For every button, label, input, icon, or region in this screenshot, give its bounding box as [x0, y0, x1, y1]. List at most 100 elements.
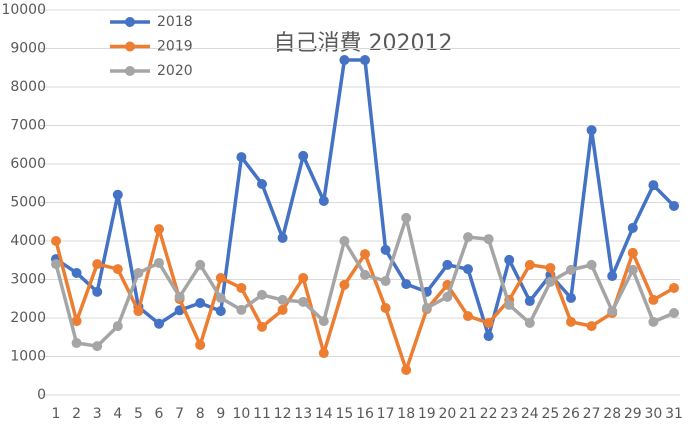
point-marker	[360, 269, 370, 280]
x-tick-label: 21	[459, 406, 477, 422]
legend-label: 2018	[157, 14, 193, 30]
point-marker	[401, 279, 412, 290]
y-tick-label: 6000	[10, 156, 46, 172]
point-marker	[318, 195, 329, 206]
point-marker	[92, 341, 103, 352]
x-tick-label: 23	[500, 406, 518, 422]
point-marker	[154, 257, 164, 268]
legend-marker	[125, 17, 135, 27]
point-marker	[669, 200, 679, 211]
point-marker	[442, 259, 453, 270]
chart-title: 自己消費 202012	[274, 31, 453, 56]
point-marker	[648, 294, 659, 305]
point-marker	[442, 291, 453, 302]
point-marker	[318, 348, 329, 359]
point-marker	[360, 249, 370, 260]
x-tick-label: 22	[480, 406, 498, 422]
point-marker	[154, 224, 164, 235]
x-tick-label: 28	[603, 406, 621, 422]
point-marker	[215, 306, 226, 317]
point-marker	[669, 307, 679, 318]
point-marker	[51, 236, 61, 246]
legend-marker	[125, 66, 135, 76]
point-marker	[524, 259, 535, 270]
x-tick-label: 25	[541, 406, 559, 422]
y-tick-label: 10000	[1, 2, 46, 18]
point-marker	[586, 321, 597, 332]
point-marker	[545, 262, 556, 273]
x-tick-label: 16	[356, 406, 374, 422]
point-marker	[566, 264, 576, 275]
point-marker	[483, 234, 494, 245]
point-marker	[607, 271, 618, 282]
point-marker	[380, 302, 391, 313]
point-marker	[71, 338, 82, 349]
point-marker	[648, 316, 659, 327]
y-tick-label: 5000	[10, 195, 46, 211]
point-marker	[174, 291, 185, 302]
legend-label: 2020	[157, 63, 193, 79]
x-tick-label: 27	[583, 406, 601, 422]
point-marker	[236, 152, 247, 163]
x-tick-label: 17	[377, 406, 395, 422]
x-tick-label: 18	[397, 406, 415, 422]
point-marker	[607, 306, 618, 317]
point-marker	[421, 302, 432, 313]
x-tick-label: 1	[52, 406, 61, 422]
point-marker	[298, 272, 309, 283]
point-marker	[648, 180, 659, 191]
x-tick-label: 30	[644, 406, 662, 422]
point-marker	[112, 321, 123, 332]
point-marker	[360, 55, 370, 66]
point-marker	[277, 294, 288, 305]
point-marker	[586, 125, 597, 136]
point-marker	[298, 296, 309, 307]
point-marker	[380, 244, 391, 255]
point-marker	[339, 279, 350, 290]
y-tick-label: 2000	[10, 310, 46, 326]
x-tick-label: 5	[134, 406, 143, 422]
point-marker	[257, 179, 267, 190]
point-marker	[215, 272, 226, 283]
point-marker	[566, 292, 576, 303]
x-tick-label: 10	[232, 406, 250, 422]
point-marker	[112, 189, 123, 200]
point-marker	[195, 297, 206, 308]
x-tick-label: 14	[315, 406, 333, 422]
point-marker	[71, 267, 82, 278]
point-marker	[318, 316, 329, 327]
point-marker	[483, 318, 494, 329]
point-marker	[215, 292, 226, 303]
x-tick-label: 24	[521, 406, 539, 422]
point-marker	[401, 212, 412, 223]
point-marker	[463, 311, 473, 322]
point-marker	[236, 282, 247, 293]
x-tick-label: 19	[418, 406, 436, 422]
x-tick-label: 31	[665, 406, 683, 422]
point-marker	[133, 267, 144, 278]
point-marker	[586, 259, 597, 270]
x-tick-label: 26	[562, 406, 580, 422]
x-tick-label: 7	[175, 406, 184, 422]
point-marker	[380, 276, 391, 287]
y-tick-label: 3000	[10, 272, 46, 288]
point-marker	[504, 299, 515, 310]
point-marker	[463, 264, 473, 275]
legend-label: 2019	[157, 39, 193, 55]
point-marker	[257, 321, 267, 332]
point-marker	[257, 289, 267, 300]
point-marker	[483, 331, 494, 342]
y-tick-label: 8000	[10, 79, 46, 95]
x-tick-label: 20	[438, 406, 456, 422]
point-marker	[401, 364, 412, 375]
x-tick-label: 6	[155, 406, 164, 422]
point-marker	[627, 264, 638, 275]
x-tick-label: 9	[216, 406, 225, 422]
x-tick-label: 11	[253, 406, 271, 422]
x-tick-label: 2	[72, 406, 81, 422]
point-marker	[339, 236, 350, 246]
legend-marker	[125, 41, 135, 52]
x-tick-label: 8	[196, 406, 205, 422]
